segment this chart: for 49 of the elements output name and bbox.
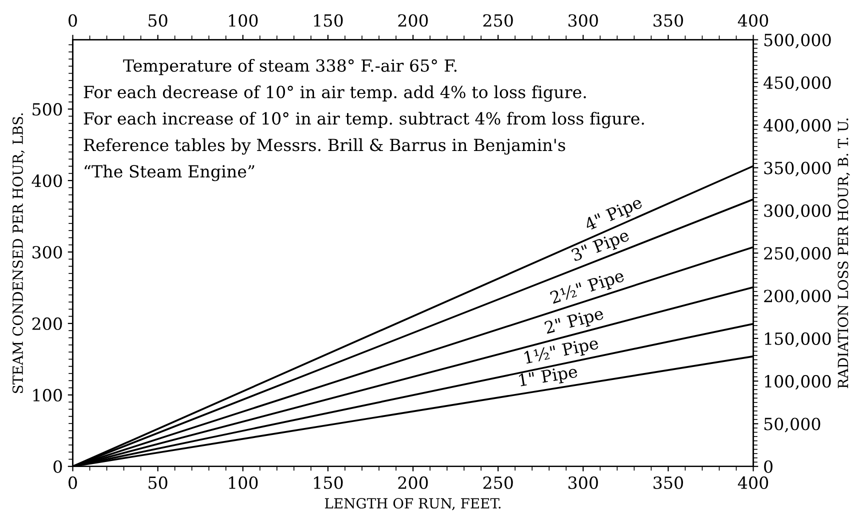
y2-tick-label: 50,000 <box>764 418 820 432</box>
x2-tick-label: 0 <box>68 14 77 27</box>
y2-tick-label: 450,000 <box>764 76 831 92</box>
x-tick-label: 300 <box>568 476 598 490</box>
y2-tick-label: 250,000 <box>764 247 831 262</box>
y-tick-label: 300 <box>32 246 62 259</box>
annotation: “The Steam Engine” <box>84 164 254 182</box>
x2-tick-label: 100 <box>229 14 258 27</box>
text: 2" Pipe <box>544 306 605 338</box>
x-tick-label: 400 <box>738 476 768 490</box>
x-tick-label: 150 <box>314 476 343 490</box>
x2-tick-label: 300 <box>568 14 598 27</box>
y2-tick-label: 200,000 <box>764 290 831 304</box>
annotation: For each decrease of 10° in air temp. add 4% to loss figure. <box>84 85 586 102</box>
x-tick-label: 250 <box>483 476 513 490</box>
x-axis-title: LENGTH OF RUN, FEET. <box>324 498 501 510</box>
y2-axis-title: RADIATION LOSS PER HOUR, B. T. U. <box>838 118 850 388</box>
x2-tick-label: 250 <box>483 14 513 27</box>
y2-tick-label: 100,000 <box>765 375 831 390</box>
y2-tick-label: 350,000 <box>764 162 831 176</box>
y2-tick-label: 150,000 <box>765 332 831 348</box>
annotation: Reference tables by Messrs. Brill & Barrus in Benjamin's <box>84 138 566 155</box>
annotation: Temperature of steam 338° F.-air 65° F. <box>123 58 457 76</box>
x2-tick-label: 150 <box>314 14 343 27</box>
y-tick-label: 0 <box>54 460 62 473</box>
text: 1" Pipe <box>518 364 578 390</box>
x-tick-label: 50 <box>148 476 168 490</box>
y-tick-label: 500 <box>32 103 62 116</box>
y2-tick-label: 500,000 <box>764 34 831 48</box>
x-tick-label: 350 <box>654 476 684 490</box>
y-tick-label: 200 <box>32 317 62 330</box>
y-tick-label: 100 <box>33 388 62 402</box>
x-tick-label: 0 <box>68 476 77 490</box>
y2-tick-label: 0 <box>764 460 772 473</box>
text: 2½" Pipe <box>550 268 626 307</box>
x2-tick-label: 50 <box>148 14 168 27</box>
annotation: For each increase of 10° in air temp. subtract 4% from loss figure. <box>84 112 644 128</box>
text: 1½" Pipe <box>524 336 600 368</box>
x2-tick-label: 350 <box>654 14 684 27</box>
x-tick-label: 200 <box>398 476 428 490</box>
y-axis-title: STEAM CONDENSED PER HOUR, LBS. <box>12 113 25 393</box>
y2-tick-label: 300,000 <box>764 204 831 220</box>
x2-tick-label: 400 <box>738 14 768 27</box>
text: 4" Pipe <box>584 198 643 231</box>
text: 3" Pipe <box>570 232 630 262</box>
x2-tick-label: 200 <box>398 14 428 27</box>
y-tick-label: 400 <box>32 174 62 188</box>
y2-tick-label: 400,000 <box>764 119 831 134</box>
x-tick-label: 100 <box>229 476 258 490</box>
